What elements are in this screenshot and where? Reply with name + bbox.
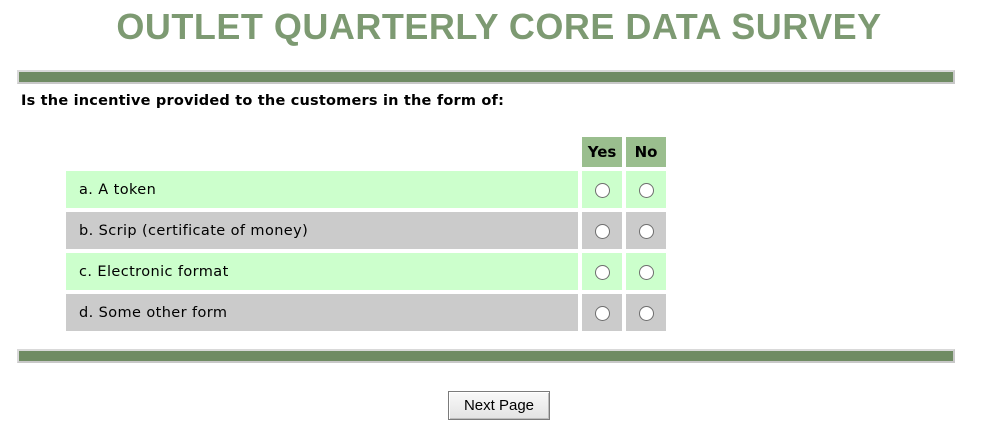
radio-c-yes[interactable] [594,265,610,280]
radio-c-no[interactable] [638,265,654,280]
row-a-yes-cell [582,171,622,208]
row-b-yes-cell [582,212,622,249]
radio-a-no[interactable] [638,183,654,198]
table-row-d: d. Some other form [66,294,666,331]
table-row-c: c. Electronic format [66,253,666,290]
survey-table: Yes No a. A token b. Scrip (certificate … [62,133,670,335]
divider-bar-top [17,70,955,84]
survey-page: OUTLET QUARTERLY CORE DATA SURVEY Is the… [0,6,998,447]
table-header-row: Yes No [66,137,666,167]
row-c-yes-cell [582,253,622,290]
row-c-no-cell [626,253,666,290]
header-spacer-cell [66,137,578,167]
row-d-yes-cell [582,294,622,331]
radio-b-yes[interactable] [594,224,610,239]
footer-button-row: Next Page [0,391,998,420]
radio-b-no[interactable] [638,224,654,239]
header-no: No [626,137,666,167]
divider-bar-bottom [17,349,955,363]
header-yes: Yes [582,137,622,167]
row-label-b: b. Scrip (certificate of money) [66,212,578,249]
row-label-c: c. Electronic format [66,253,578,290]
row-label-d: d. Some other form [66,294,578,331]
page-title: OUTLET QUARTERLY CORE DATA SURVEY [116,6,882,47]
row-b-no-cell [626,212,666,249]
table-row-a: a. A token [66,171,666,208]
table-row-b: b. Scrip (certificate of money) [66,212,666,249]
row-d-no-cell [626,294,666,331]
row-label-a: a. A token [66,171,578,208]
radio-a-yes[interactable] [594,183,610,198]
question-text: Is the incentive provided to the custome… [21,93,505,109]
next-page-button[interactable]: Next Page [447,391,551,420]
radio-d-yes[interactable] [594,306,610,321]
radio-d-no[interactable] [638,306,654,321]
row-a-no-cell [626,171,666,208]
